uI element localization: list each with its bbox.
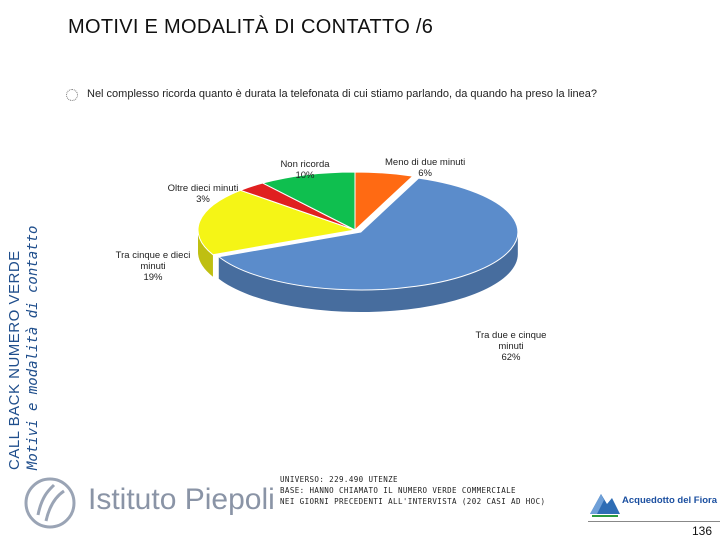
- label-text-2: minuti: [140, 261, 166, 272]
- pie-chart-svg: [197, 171, 519, 313]
- label-tra-cinque-e-dieci: Tra cinque e dieci minuti 19%: [107, 250, 199, 283]
- label-value: 6%: [418, 168, 432, 179]
- side-band: [0, 0, 56, 540]
- label-value: 10%: [295, 170, 315, 181]
- logo-text: Istituto Piepoli: [88, 483, 275, 516]
- divider: [588, 521, 720, 522]
- label-tra-due-e-cinque: Tra due e cinque minuti 62%: [466, 330, 556, 363]
- piepoli-logo: Istituto Piepoli: [20, 475, 290, 535]
- note-line: NEI GIORNI PRECEDENTI ALL'INTERVISTA (20…: [280, 497, 546, 506]
- pie-slice: [217, 177, 519, 291]
- label-non-ricorda: Non ricorda 10%: [269, 159, 341, 181]
- pie-slice-side: [218, 232, 518, 313]
- label-value: 3%: [196, 194, 210, 205]
- mountain-icon: [590, 494, 620, 517]
- bullet-icon: [66, 89, 78, 101]
- page-number: 136: [691, 524, 712, 538]
- label-oltre-dieci-minuti: Oltre dieci minuti 3%: [160, 183, 246, 205]
- brand-text: Acquedotto del Fiora: [622, 495, 717, 506]
- section-subtitle: Motivi e modalità di contatto: [25, 225, 41, 470]
- label-text: Tra due e cinque: [475, 330, 547, 341]
- pie-slice: [197, 189, 357, 256]
- question-text: Nel complesso ricorda quanto è durata la…: [87, 88, 597, 100]
- pie-slice: [261, 171, 356, 231]
- page-title: MOTIVI E MODALITÀ DI CONTATTO /6: [68, 16, 434, 38]
- note-line: BASE: HANNO CHIAMATO IL NUMERO VERDE COM…: [280, 486, 516, 495]
- pie-slice-side: [198, 230, 213, 277]
- pie-chart: [100, 150, 580, 380]
- label-value: 62%: [501, 352, 521, 363]
- label-text: Oltre dieci minuti: [167, 183, 239, 194]
- label-meno-di-due-minuti: Meno di due minuti 6%: [385, 157, 465, 179]
- sample-note: UNIVERSO: 229.490 UTENZE BASE: HANNO CHI…: [280, 474, 545, 507]
- label-text: Non ricorda: [280, 159, 330, 170]
- acquedotto-logo: Acquedotto del Fiora: [588, 484, 717, 518]
- piepoli-logo-icon: [24, 477, 76, 529]
- label-text: Meno di due minuti: [385, 157, 466, 168]
- label-value: 19%: [143, 272, 163, 283]
- label-text-2: minuti: [498, 341, 524, 352]
- section-label: CALL BACK NUMERO VERDE Motivi e modalità…: [6, 226, 42, 470]
- note-line: UNIVERSO: 229.490 UTENZE: [280, 475, 398, 484]
- label-text: Tra cinque e dieci: [115, 250, 191, 261]
- section-title: CALL BACK NUMERO VERDE: [6, 250, 23, 470]
